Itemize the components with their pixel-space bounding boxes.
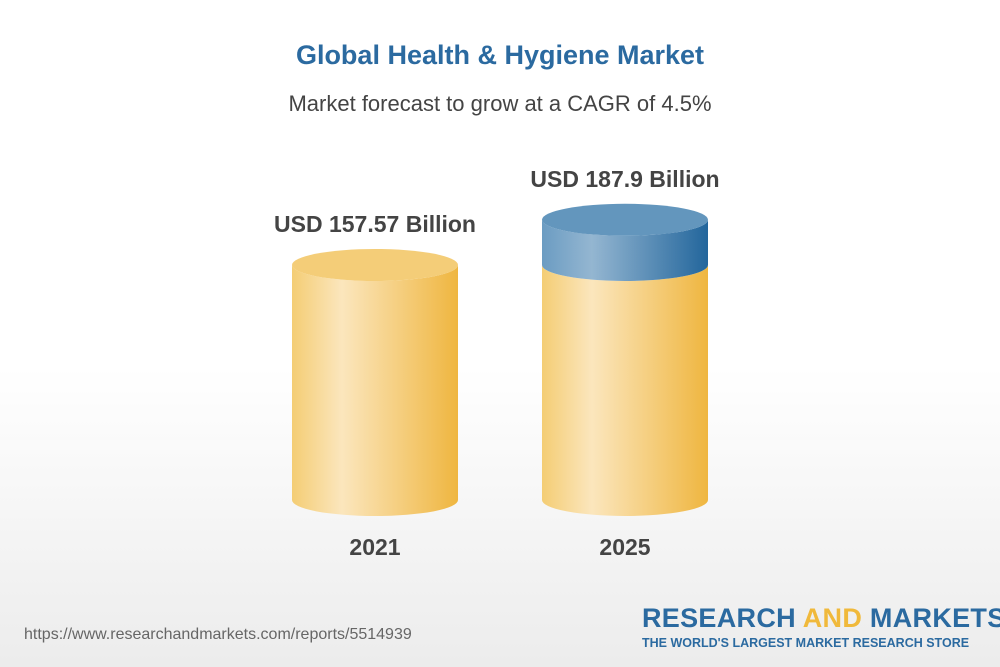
source-url[interactable]: https://www.researchandmarkets.com/repor… xyxy=(24,626,412,643)
category-label: 2021 xyxy=(349,534,400,560)
chart-title: Global Health & Hygiene Market xyxy=(295,40,705,70)
data-label: USD 187.9 Billion xyxy=(530,166,719,192)
logo-tagline: THE WORLD'S LARGEST MARKET RESEARCH STOR… xyxy=(642,636,970,650)
cylinder-body-base xyxy=(292,265,458,516)
chart-subtitle: Market forecast to grow at a CAGR of 4.5… xyxy=(288,91,712,116)
cylinder-bar-2025 xyxy=(542,203,708,516)
category-label: 2025 xyxy=(599,534,650,560)
cylinder-top-growth xyxy=(542,203,708,236)
logo-text-research: RESEARCH xyxy=(642,603,803,633)
data-label: USD 157.57 Billion xyxy=(274,211,476,237)
logo-text-and: AND xyxy=(802,603,863,633)
cylinder-body-base xyxy=(542,265,708,516)
cylinder-body-growth xyxy=(542,219,708,281)
research-and-markets-logo: RESEARCH AND MARKETS THE WORLD'S LARGEST… xyxy=(642,603,1000,650)
cylinder-top-base xyxy=(292,249,458,281)
cylinder-bar-2021 xyxy=(292,249,458,516)
logo-text-markets: MARKETS xyxy=(862,603,1000,633)
